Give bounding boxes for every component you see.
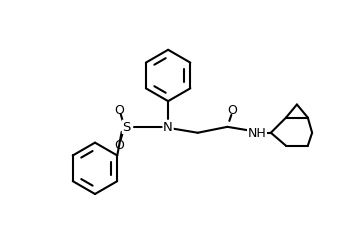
Text: O: O [114,138,124,151]
Text: S: S [122,121,131,134]
Text: NH: NH [248,127,267,140]
Text: O: O [227,103,237,116]
Text: O: O [114,103,124,116]
Text: N: N [163,121,173,134]
